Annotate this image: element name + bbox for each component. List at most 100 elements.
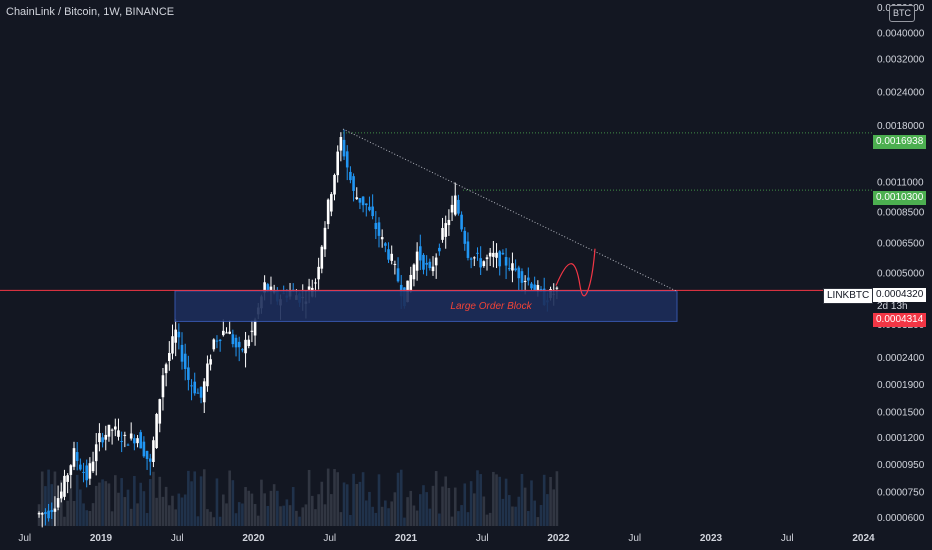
volume-bar — [177, 493, 181, 526]
volume-bar — [196, 516, 200, 526]
volume-bar — [75, 474, 79, 526]
candle-body — [536, 285, 540, 291]
candle-body — [320, 246, 324, 269]
volume-bar — [495, 474, 498, 526]
candle-body — [539, 289, 543, 291]
candle-body — [63, 475, 66, 497]
order-block-zone — [174, 290, 678, 322]
candle-body — [352, 176, 355, 191]
volume-bar — [164, 486, 168, 526]
volume-bar — [406, 497, 409, 526]
candle-body — [123, 434, 127, 436]
volume-bar — [368, 491, 371, 526]
candle-body — [218, 339, 222, 342]
volume-bar — [202, 469, 206, 526]
volume-bar — [269, 490, 273, 526]
candle-body — [47, 510, 50, 519]
projection-path — [555, 248, 596, 297]
price-tick-label: 0.0000600 — [877, 513, 925, 524]
volume-bar — [145, 513, 149, 526]
candle-body — [56, 498, 60, 508]
volume-bar — [110, 511, 114, 526]
volume-bar — [98, 482, 101, 526]
volume-bar — [466, 512, 470, 526]
candle-body — [511, 263, 514, 271]
volume-bar — [374, 512, 378, 526]
volume-bar — [222, 494, 225, 526]
volume-bar — [320, 481, 324, 526]
candle-body — [460, 214, 463, 230]
candle-body — [438, 247, 441, 252]
volume-bar — [415, 510, 419, 526]
candle-body — [234, 337, 238, 348]
volume-bar — [488, 512, 492, 526]
volume-bar — [552, 489, 556, 526]
candlestick-series — [37, 129, 559, 528]
volume-bar — [549, 477, 552, 526]
candle-body — [530, 283, 533, 289]
volume-bar — [171, 495, 174, 526]
candle-body — [339, 137, 343, 151]
price-tick-label: 0.0040000 — [877, 29, 925, 40]
volume-bar — [479, 474, 482, 526]
candle-body — [196, 392, 200, 394]
time-tick-label: 2022 — [547, 533, 570, 544]
candle-body — [387, 249, 390, 260]
candle-body — [91, 461, 95, 472]
candle-body — [209, 359, 212, 365]
candle-body — [85, 465, 89, 481]
candle-body — [253, 319, 257, 336]
volume-bar — [187, 470, 190, 526]
candle-body — [371, 206, 374, 217]
candle-body — [368, 206, 371, 211]
price-tick-label: 0.0000950 — [877, 460, 925, 471]
candle-body — [450, 204, 454, 213]
candle-body — [396, 268, 400, 282]
candle-body — [482, 261, 486, 267]
volume-bar — [276, 490, 279, 526]
candle-body — [212, 339, 216, 350]
volume-bar — [272, 484, 276, 526]
candle-body — [476, 252, 479, 254]
candle-body — [492, 252, 495, 257]
volume-bar — [126, 489, 130, 526]
volume-bar — [555, 471, 559, 526]
volume-bar — [180, 497, 184, 526]
volume-bar — [288, 505, 292, 526]
price-tick-label: 0.0001500 — [877, 407, 925, 418]
candle-body — [94, 444, 98, 462]
candle-body — [174, 329, 177, 343]
candle-body — [53, 508, 57, 512]
candle-body — [412, 264, 416, 280]
bar-countdown: 2d 13h — [877, 301, 908, 312]
volume-bar — [158, 476, 162, 526]
candle-body — [323, 227, 327, 250]
candle-body — [190, 385, 193, 387]
volume-bar — [133, 476, 136, 526]
price-tick-label: 0.0001900 — [877, 380, 925, 391]
drawing-overlays: Large Order Block — [0, 128, 873, 322]
candle-body — [390, 253, 394, 261]
volume-bar — [139, 482, 143, 526]
candle-body — [142, 441, 146, 457]
volume-bar — [438, 513, 441, 526]
volume-bar — [82, 503, 85, 526]
price-tick-label: 0.0032000 — [877, 54, 925, 65]
volume-bar — [409, 490, 413, 526]
candle-body — [345, 151, 349, 168]
volume-bar — [161, 496, 165, 526]
volume-bar — [473, 493, 476, 526]
volume-bar — [301, 507, 305, 526]
candle-body — [520, 271, 524, 283]
candle-body — [263, 282, 266, 293]
volume-bar — [492, 471, 495, 526]
volume-bar — [380, 506, 384, 526]
candle-body — [177, 331, 181, 338]
volume-bar — [428, 508, 432, 526]
currency-badge[interactable]: BTC — [889, 5, 915, 22]
volume-bar — [168, 505, 171, 526]
volume-bar — [323, 504, 327, 526]
candle-body — [215, 340, 219, 342]
volume-bar — [237, 502, 241, 526]
